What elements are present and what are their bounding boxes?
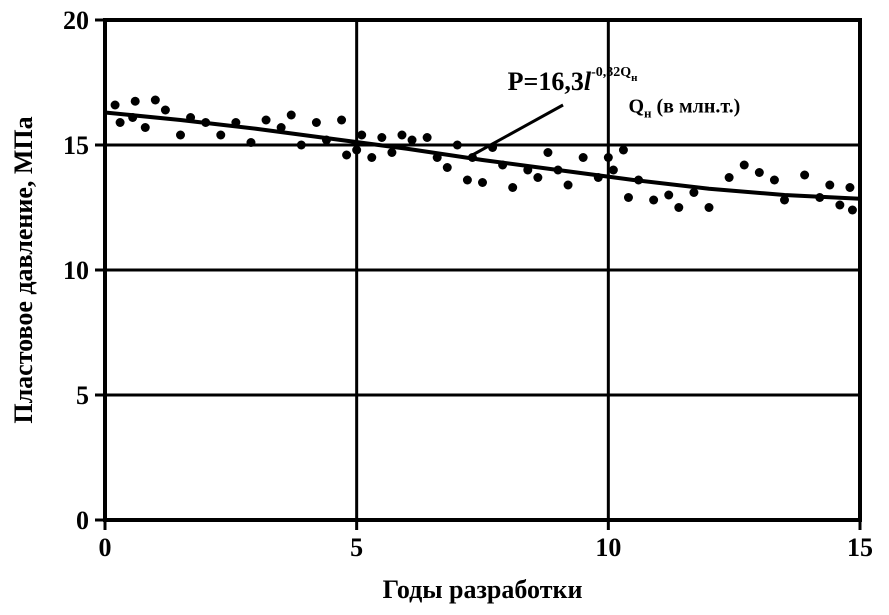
data-point — [151, 96, 160, 105]
data-point — [770, 176, 779, 185]
data-point — [357, 131, 366, 140]
data-point — [649, 196, 658, 205]
data-point — [740, 161, 749, 170]
y-axis-label: Пластовое давление, МПа — [9, 116, 38, 423]
data-point — [397, 131, 406, 140]
data-point — [478, 178, 487, 187]
data-point — [161, 106, 170, 115]
data-point — [705, 203, 714, 212]
data-point — [131, 97, 140, 106]
ytick-label: 0 — [76, 506, 89, 535]
data-point — [664, 191, 673, 200]
data-point — [755, 168, 764, 177]
data-point — [619, 146, 628, 155]
data-point — [443, 163, 452, 172]
data-point — [508, 183, 517, 192]
data-point — [367, 153, 376, 162]
data-point — [387, 148, 396, 157]
data-point — [352, 146, 361, 155]
data-point — [609, 166, 618, 175]
data-point — [604, 153, 613, 162]
data-point — [825, 181, 834, 190]
data-point — [579, 153, 588, 162]
data-point — [337, 116, 346, 125]
ytick-label: 10 — [63, 256, 89, 285]
data-point — [624, 193, 633, 202]
data-point — [342, 151, 351, 160]
xtick-label: 5 — [350, 533, 363, 562]
data-point — [800, 171, 809, 180]
data-point — [377, 133, 386, 142]
data-point — [262, 116, 271, 125]
chart-bg — [0, 0, 889, 615]
xtick-label: 10 — [595, 533, 621, 562]
data-point — [216, 131, 225, 140]
data-point — [176, 131, 185, 140]
pressure-vs-years-chart: 05101505101520P=16,3l-0,32QнQн (в млн.т.… — [0, 0, 889, 615]
ytick-label: 20 — [63, 6, 89, 35]
data-point — [408, 136, 417, 145]
ytick-label: 5 — [76, 381, 89, 410]
data-point — [423, 133, 432, 142]
data-point — [111, 101, 120, 110]
data-point — [297, 141, 306, 150]
ytick-label: 15 — [63, 131, 89, 160]
data-point — [564, 181, 573, 190]
data-point — [312, 118, 321, 127]
data-point — [116, 118, 125, 127]
xtick-label: 0 — [99, 533, 112, 562]
data-point — [141, 123, 150, 132]
xtick-label: 15 — [847, 533, 873, 562]
data-point — [725, 173, 734, 182]
data-point — [287, 111, 296, 120]
x-axis-label: Годы разработки — [383, 575, 583, 604]
data-point — [835, 201, 844, 210]
data-point — [543, 148, 552, 157]
data-point — [845, 183, 854, 192]
data-point — [463, 176, 472, 185]
data-point — [453, 141, 462, 150]
data-point — [246, 138, 255, 147]
data-point — [533, 173, 542, 182]
data-point — [674, 203, 683, 212]
data-point — [848, 206, 857, 215]
chart-svg: 05101505101520P=16,3l-0,32QнQн (в млн.т.… — [0, 0, 889, 615]
